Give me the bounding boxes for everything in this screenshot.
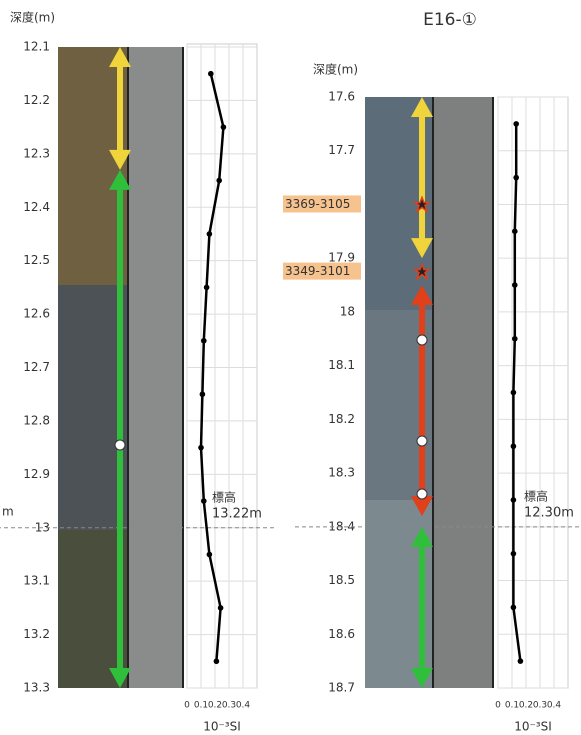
figure-title: E16-① (423, 10, 477, 30)
elevation-value: 12.30m (524, 505, 574, 520)
y-tick-label: 13.1 (23, 574, 50, 588)
y-tick-label: 13.2 (23, 627, 50, 641)
y-tick-label: 12.2 (23, 93, 50, 107)
elevation-label: 標高 (212, 489, 236, 504)
cut-label: m (2, 505, 14, 519)
sample-label: 3369-3105 (285, 197, 350, 211)
y-tick-label: 18.6 (328, 627, 355, 641)
data-point (201, 337, 207, 344)
arrow-head (411, 526, 433, 547)
arrow-head (109, 149, 131, 170)
marker (416, 488, 428, 500)
x-axis-label: 10⁻³SI (514, 720, 552, 734)
ct-image (128, 47, 183, 688)
data-point (513, 174, 519, 181)
data-point (206, 551, 213, 558)
marker (416, 334, 428, 346)
data-point (206, 231, 213, 237)
ct-image (433, 97, 493, 688)
y-axis-label: 深度(m) (313, 62, 358, 77)
x-axis-label: 10⁻³SI (203, 720, 241, 734)
sample-tag (283, 195, 361, 213)
data-point (510, 389, 517, 396)
y-tick-label: 12.9 (23, 467, 50, 481)
y-tick-label: 12.7 (23, 360, 50, 374)
data-point (517, 658, 524, 664)
x-tick-label: 0.2 (519, 701, 533, 711)
data-point (220, 124, 227, 130)
data-point (198, 444, 204, 451)
y-tick-label: 12.4 (23, 200, 50, 214)
series-line (199, 73, 225, 662)
data-point (512, 228, 518, 235)
y-tick-label: 18.7 (328, 681, 355, 695)
data-point (213, 658, 220, 665)
marker (416, 435, 428, 447)
data-point (216, 177, 222, 184)
y-tick-label: 12.1 (23, 40, 50, 54)
data-point (512, 335, 518, 342)
elevation-label: 標高 (524, 488, 548, 503)
data-point (208, 70, 214, 77)
y-tick-label: 18.3 (328, 466, 355, 480)
x-tick-label: 0.3 (533, 701, 547, 711)
arrow-head (411, 238, 433, 259)
data-point (510, 443, 517, 450)
y-tick-label: 17.6 (328, 90, 355, 104)
y-tick-label: 12.5 (23, 253, 50, 267)
y-tick-label: 18.4 (328, 519, 355, 533)
y-tick-label: 18 (340, 304, 355, 318)
x-tick-label: 0.1 (505, 701, 519, 711)
core-photo (58, 47, 128, 285)
marker (114, 439, 126, 451)
x-tick-label: 0.3 (222, 701, 236, 711)
y-tick-label: 12.8 (23, 413, 50, 427)
sample-label: 3349-3101 (285, 264, 350, 278)
data-point (512, 282, 518, 288)
arrow-head (109, 47, 131, 67)
x-tick-label: 0 (495, 701, 501, 711)
plot-frame (497, 96, 569, 689)
core-photo (58, 530, 128, 688)
elevation-value: 13.22m (212, 506, 262, 521)
sample-star (412, 195, 432, 214)
data-point (199, 391, 206, 398)
y-tick-label: 18.5 (328, 573, 355, 587)
x-tick-label: 0 (184, 701, 190, 711)
data-point (203, 284, 210, 291)
y-tick-label: 12.3 (23, 146, 50, 160)
y-tick-label: 18.1 (328, 358, 355, 372)
y-tick-label: 18.2 (328, 412, 355, 426)
arrow-head (109, 169, 131, 190)
arrow-head (411, 496, 433, 517)
core-photo (58, 285, 128, 530)
sample-star (412, 262, 432, 281)
x-tick-label: 0.4 (236, 701, 251, 711)
y-tick-label: 13.3 (23, 681, 50, 695)
x-tick-label: 0.1 (194, 701, 208, 711)
x-tick-label: 0.2 (208, 701, 222, 711)
sample-tag (283, 262, 361, 280)
arrow-head (411, 285, 433, 306)
x-tick-label: 0.4 (547, 701, 562, 711)
y-axis-label: 深度(m) (10, 10, 55, 25)
arrow-head (109, 668, 131, 688)
arrow-head (411, 97, 433, 117)
data-point (201, 498, 207, 504)
data-point (217, 605, 224, 611)
data-point (513, 121, 519, 127)
arrow-head (411, 668, 433, 688)
y-tick-label: 17.9 (328, 251, 355, 265)
data-point (510, 604, 517, 611)
y-tick-label: 12.6 (23, 307, 50, 321)
y-tick-label: 17.7 (328, 143, 355, 157)
data-point (510, 550, 517, 557)
data-point (510, 497, 517, 503)
